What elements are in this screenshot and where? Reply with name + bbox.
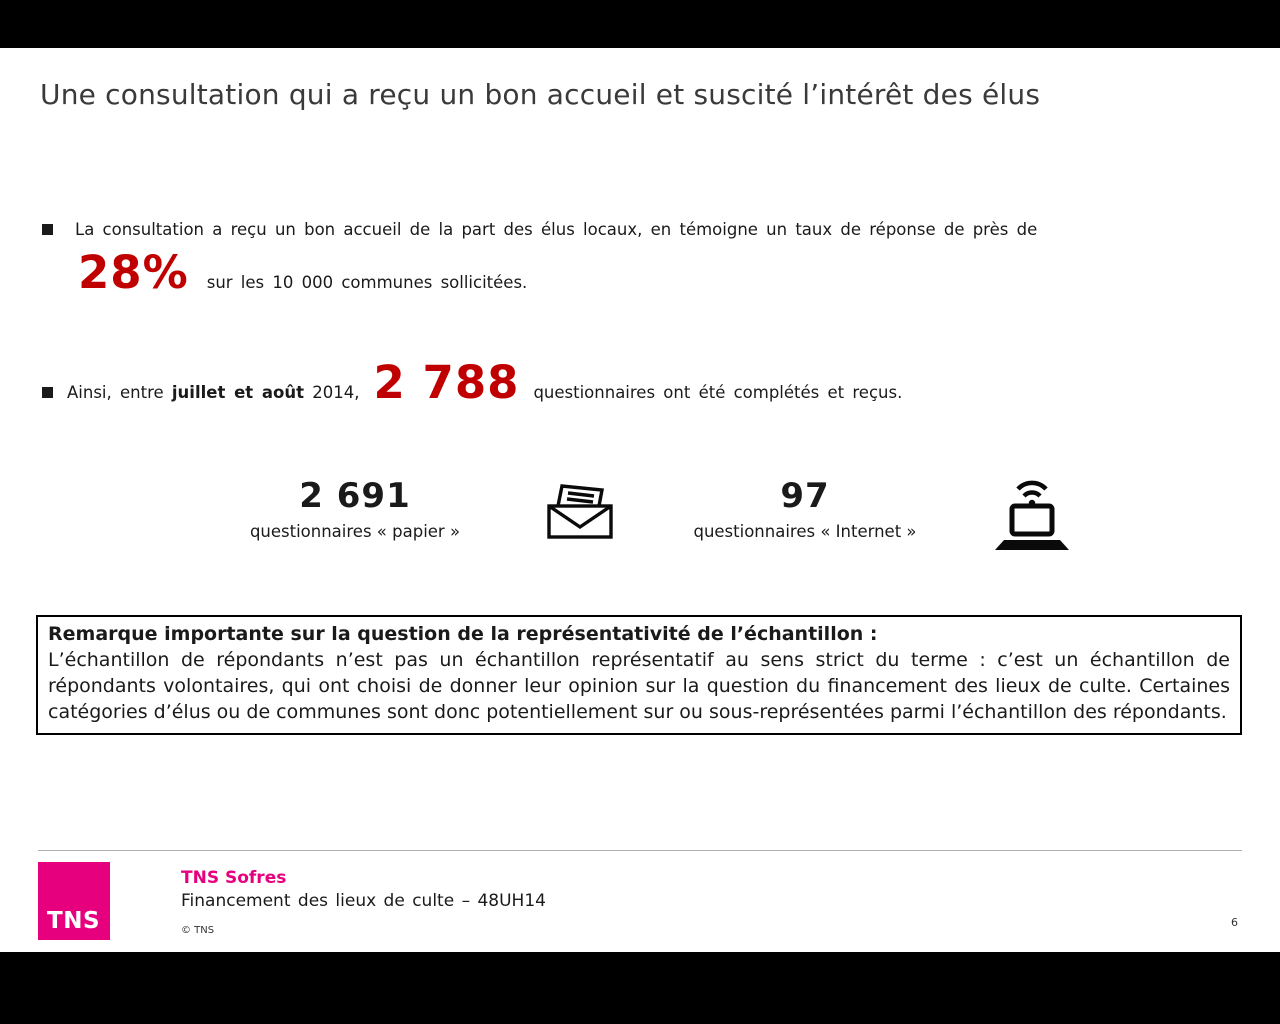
footer-study-title: Financement des lieux de culte – 48UH14: [181, 891, 546, 911]
bullet-square-icon: [42, 224, 53, 235]
paper-questionnaires-label: questionnaires « papier »: [249, 522, 461, 541]
bullet-2-suffix: questionnaires ont été complétés et reçu…: [533, 383, 903, 402]
slide-title: Une consultation qui a reçu un bon accue…: [40, 78, 1041, 111]
bullet-2-lead: Ainsi, entre juillet et août 2014,: [67, 383, 360, 402]
bullet-2-bold-dates: juillet et août: [171, 383, 305, 402]
laptop-wifi-icon: [995, 480, 1069, 550]
internet-questionnaires-stat: 97 questionnaires « Internet »: [655, 476, 955, 541]
footer-copyright: © TNS: [181, 925, 215, 936]
footer-divider: [38, 850, 1242, 851]
internet-questionnaires-label: questionnaires « Internet »: [693, 522, 917, 541]
paper-questionnaires-value: 2 691: [299, 476, 411, 516]
response-rate-value: 28%: [78, 246, 189, 299]
presentation-slide: Une consultation qui a reçu un bon accue…: [0, 48, 1280, 952]
bullet-2-prefix: Ainsi, entre: [67, 383, 164, 402]
tns-logo: TNS: [38, 862, 110, 940]
tns-logo-text: TNS: [47, 908, 101, 934]
bullet-1: La consultation a reçu un bon accueil de…: [42, 220, 1222, 239]
bullet-2-year: 2014,: [312, 383, 360, 402]
remark-heading: Remarque importante sur la question de l…: [48, 623, 878, 645]
questionnaires-total-value: 2 788: [373, 356, 520, 409]
bullet-1-text: La consultation a reçu un bon accueil de…: [75, 220, 1038, 239]
envelope-icon: [547, 484, 613, 539]
internet-questionnaires-value: 97: [780, 476, 830, 516]
footer-brand: TNS Sofres: [181, 868, 287, 888]
remark-box: Remarque importante sur la question de l…: [36, 615, 1242, 735]
bullet-square-icon: [42, 387, 53, 398]
response-rate-suffix: sur les 10 000 communes sollicitées.: [206, 273, 528, 292]
paper-questionnaires-stat: 2 691 questionnaires « papier »: [205, 476, 505, 541]
footer-text-block: TNS Sofres Financement des lieux de cult…: [181, 868, 546, 936]
remark-body: L’échantillon de répondants n’est pas un…: [48, 649, 1230, 723]
bullet-2: Ainsi, entre juillet et août 2014, 2 788…: [42, 356, 1242, 409]
bullet-1-stat-line: 28% sur les 10 000 communes sollicitées.: [78, 246, 527, 299]
page-number: 6: [1231, 916, 1238, 929]
